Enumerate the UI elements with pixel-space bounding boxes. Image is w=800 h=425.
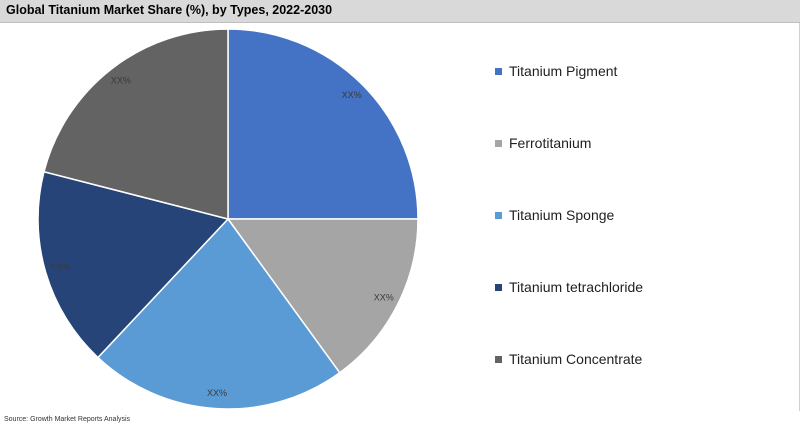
pie-chart: XX% XX% XX% XX% XX% xyxy=(37,28,419,410)
pie-data-label: XX% xyxy=(374,293,394,303)
legend-item: Titanium tetrachloride xyxy=(495,278,643,296)
pie-data-label: XX% xyxy=(207,388,227,398)
legend-item: Ferrotitanium xyxy=(495,134,591,152)
pie-data-label: XX% xyxy=(342,90,362,100)
legend-label: Titanium tetrachloride xyxy=(509,279,644,295)
legend-swatch xyxy=(495,283,502,291)
legend-item: Titanium Pigment xyxy=(495,62,617,80)
title-bar: Global Titanium Market Share (%), by Typ… xyxy=(0,0,800,23)
legend-label: Ferrotitanium xyxy=(509,135,592,151)
pie-slice-titanium-pigment xyxy=(227,28,419,220)
pie-outline xyxy=(37,28,419,410)
pie-data-label: XX% xyxy=(50,262,70,272)
legend-item: Titanium Sponge xyxy=(495,206,614,224)
chart-area: XX% XX% XX% XX% XX% xyxy=(0,23,800,411)
pie-data-label: XX% xyxy=(111,75,131,85)
legend-swatch xyxy=(495,211,502,219)
legend-label: Titanium Pigment xyxy=(509,63,618,79)
legend-label: Titanium Concentrate xyxy=(509,351,643,367)
chart-title: Global Titanium Market Share (%), by Typ… xyxy=(6,3,333,17)
legend-swatch xyxy=(495,355,502,363)
legend-swatch xyxy=(495,139,502,147)
legend-label: Titanium Sponge xyxy=(509,207,615,223)
legend-item: Titanium Concentrate xyxy=(495,350,642,368)
source-note: Source: Growth Market Reports Analysis xyxy=(4,416,131,423)
legend-swatch xyxy=(495,67,502,75)
